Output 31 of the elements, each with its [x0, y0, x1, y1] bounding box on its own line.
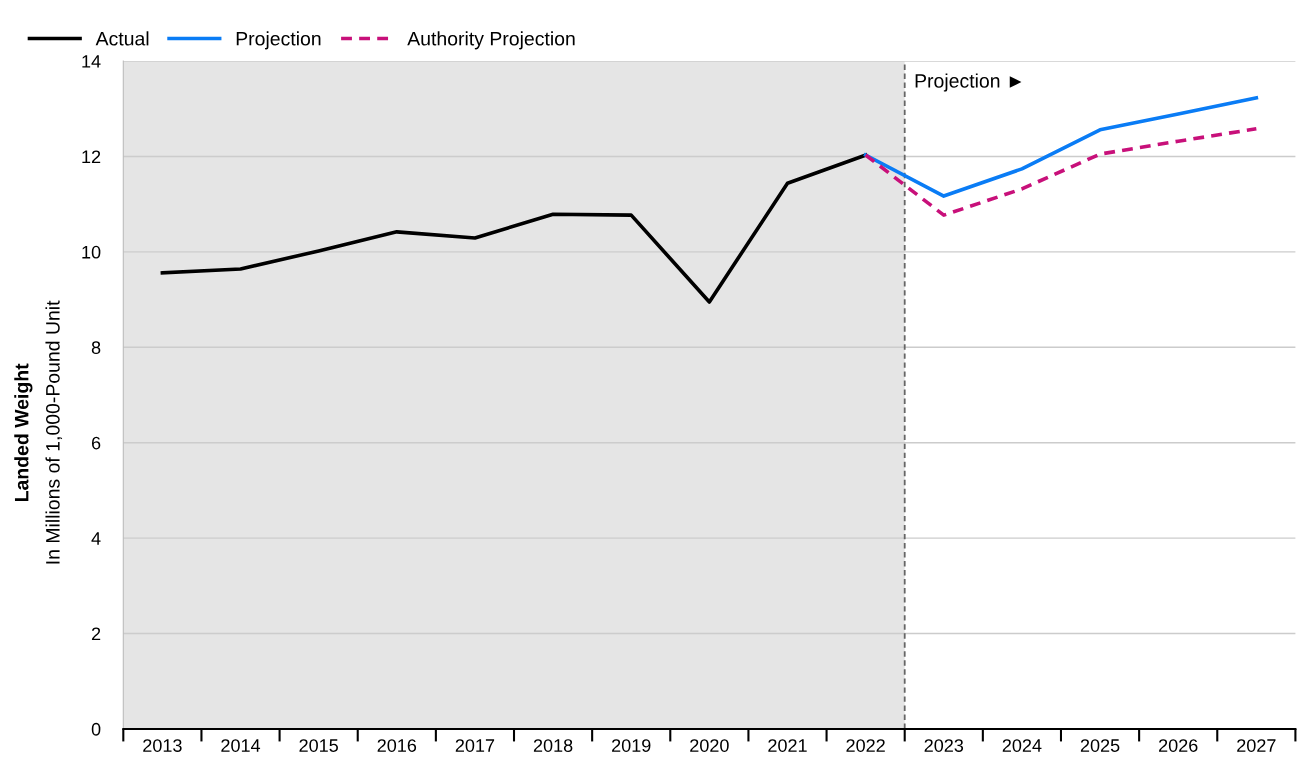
- y-tick-label: 10: [82, 245, 101, 259]
- y-tick-label: 2: [91, 627, 101, 641]
- x-tick-label: 2014: [221, 739, 261, 752]
- y-tick-label: 6: [91, 436, 101, 450]
- x-tick-label: 2018: [533, 739, 573, 752]
- line-series: [863, 127, 1259, 217]
- line-series: [160, 153, 868, 304]
- y-tick-label: 4: [91, 532, 101, 545]
- x-tick-label: 2020: [690, 739, 729, 752]
- legend-label: Projection: [236, 31, 321, 50]
- annotation: Projection ►: [915, 73, 1022, 92]
- x-tick-label: 2023: [924, 739, 964, 752]
- x-tick-label: 2025: [1080, 739, 1120, 752]
- x-tick-label: 2022: [846, 739, 885, 752]
- y-tick-label: 14: [82, 55, 101, 68]
- x-tick-label: 2016: [377, 739, 417, 752]
- legend-label: Actual: [95, 31, 149, 46]
- x-tick-label: 2013: [143, 739, 182, 752]
- x-tick-label: 2017: [455, 739, 495, 752]
- line-series: [863, 95, 1259, 198]
- y-tick-label: 8: [91, 341, 101, 355]
- y-tick-label: 0: [91, 722, 101, 736]
- x-tick-label: 2019: [612, 739, 651, 752]
- x-tick-label: 2027: [1237, 739, 1276, 752]
- x-tick-label: 2021: [768, 739, 807, 752]
- x-tick-label: 2024: [1002, 739, 1042, 752]
- x-tick-label: 2015: [299, 739, 338, 752]
- y-tick-label: 12: [82, 150, 101, 164]
- legend-label: Authority Projection: [407, 31, 575, 50]
- y-axis-title: Landed Weight In Millions of 1,000-Pound Unit: [14, 300, 63, 564]
- x-tick-label: 2026: [1159, 739, 1198, 752]
